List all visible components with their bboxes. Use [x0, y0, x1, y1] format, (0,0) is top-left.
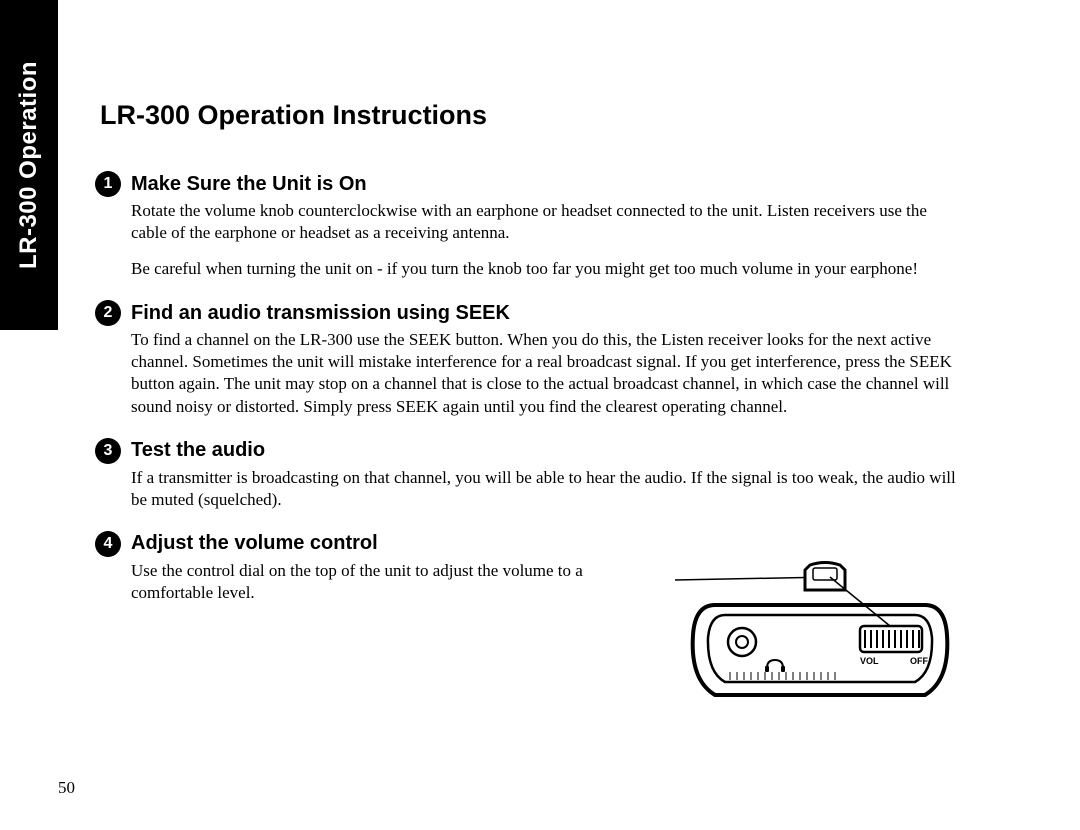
step-3-header: 3 Test the audio [95, 438, 965, 464]
content-area: LR-300 Operation Instructions 1 Make Sur… [95, 100, 965, 730]
vol-label: VOL [860, 656, 879, 666]
step-2-header: 2 Find an audio transmission using SEEK [95, 300, 965, 326]
step-4: 4 Adjust the volume control Use the cont… [95, 531, 965, 710]
step-1-body: Rotate the volume knob counterclockwise … [131, 200, 965, 280]
step-3-body: If a transmitter is broadcasting on that… [131, 467, 965, 511]
page-title: LR-300 Operation Instructions [100, 100, 965, 131]
step-3-title: Test the audio [131, 439, 265, 462]
step-4-text: Use the control dial on the top of the u… [131, 560, 667, 618]
step-4-bullet: 4 [95, 531, 121, 557]
step-1-bullet: 1 [95, 171, 121, 197]
step-3: 3 Test the audio If a transmitter is bro… [95, 438, 965, 511]
device-illustration: VOL OFF [675, 560, 965, 710]
step-3-bullet: 3 [95, 438, 121, 464]
step-1: 1 Make Sure the Unit is On Rotate the vo… [95, 171, 965, 280]
side-tab: LR-300 Operation [0, 0, 58, 330]
step-2-title: Find an audio transmission using SEEK [131, 302, 510, 325]
side-tab-label: LR-300 Operation [15, 61, 43, 269]
step-4-para-1: Use the control dial on the top of the u… [131, 560, 667, 604]
step-2-body: To find a channel on the LR-300 use the … [131, 329, 965, 417]
step-2-para-1: To find a channel on the LR-300 use the … [131, 329, 965, 417]
page-number: 50 [58, 778, 75, 798]
step-3-para-1: If a transmitter is broadcasting on that… [131, 467, 965, 511]
device-svg: VOL OFF [675, 560, 965, 710]
step-4-header: 4 Adjust the volume control [95, 531, 965, 557]
step-2: 2 Find an audio transmission using SEEK … [95, 300, 965, 417]
step-1-header: 1 Make Sure the Unit is On [95, 171, 965, 197]
step-1-para-2: Be careful when turning the unit on - if… [131, 258, 965, 280]
off-label: OFF [910, 656, 928, 666]
step-1-title: Make Sure the Unit is On [131, 173, 367, 196]
step-4-title: Adjust the volume control [131, 532, 378, 555]
step-1-para-1: Rotate the volume knob counterclockwise … [131, 200, 965, 244]
step-4-body: Use the control dial on the top of the u… [131, 560, 965, 710]
step-2-bullet: 2 [95, 300, 121, 326]
